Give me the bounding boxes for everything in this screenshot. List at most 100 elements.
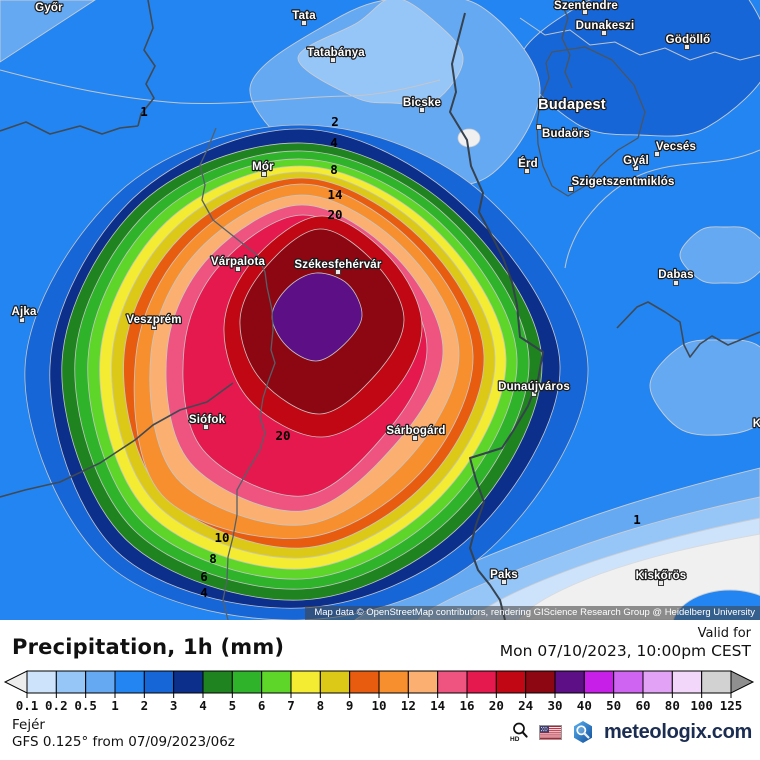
border-line xyxy=(616,301,760,358)
contour-label: 2 xyxy=(331,114,339,129)
scale-cell xyxy=(55,670,87,694)
scale-tick-label: 30 xyxy=(547,698,562,713)
border-line xyxy=(199,127,276,620)
city-marker xyxy=(419,107,425,113)
scale-arrow-left xyxy=(3,670,28,694)
admin-borders xyxy=(0,0,760,620)
city-label: Dunaújváros xyxy=(498,381,570,393)
hd-label: HD xyxy=(510,736,520,743)
scale-tick-label: 6 xyxy=(258,698,266,713)
city-marker xyxy=(203,424,209,430)
city-label: Siófok xyxy=(189,414,226,426)
page-title: Precipitation, 1h (mm) xyxy=(12,635,285,659)
border-line xyxy=(536,46,646,197)
branding-row: HD xyxy=(509,720,752,744)
scale-tick-label: 60 xyxy=(635,698,650,713)
scale-tick-label: 3 xyxy=(170,698,178,713)
scale-cell xyxy=(437,670,468,694)
city-marker xyxy=(658,580,664,586)
scale-cell xyxy=(143,670,175,694)
color-scale: 0.1 0.2 0.5 1 2 3 4 5 6 7 8 9 10 12 14 16 20 24 30 40 50 60 80… xyxy=(3,670,755,713)
city-labels: Győr Tata Tatabánya Szentendre Dunakeszi Gödö… xyxy=(10,0,760,586)
city-label: Sárbogárd xyxy=(386,425,445,437)
city-label: Ajka xyxy=(11,306,36,318)
contour-label: 1 xyxy=(633,512,641,527)
contour-label: 14 xyxy=(327,187,342,202)
city-marker xyxy=(654,151,660,157)
city-label: Mór xyxy=(252,161,274,173)
city-label: Veszprém xyxy=(126,314,181,326)
scale-tick-label: 125 xyxy=(720,698,743,713)
city-label: Gödöllő xyxy=(666,34,711,46)
model-run-label: GFS 0.125° from 07/09/2023/06z xyxy=(12,734,235,750)
scale-cell xyxy=(642,670,673,694)
scale-cell xyxy=(290,670,321,694)
contour-label: 4 xyxy=(200,585,208,600)
scale-cell xyxy=(554,670,585,694)
scale-tick-label: 50 xyxy=(606,698,621,713)
us-flag-icon xyxy=(538,724,562,740)
scale-tick-label: 2 xyxy=(141,698,149,713)
city-marker xyxy=(501,579,507,585)
legend-panel: Precipitation, 1h (mm) Valid for Mon 07/… xyxy=(0,620,760,760)
city-marker xyxy=(235,266,241,272)
city-label: Vecsés xyxy=(656,141,696,153)
scale-tick-label: 14 xyxy=(430,698,445,713)
city-label: K xyxy=(753,418,760,430)
scale-tick-label: 100 xyxy=(690,698,713,713)
city-label: Budapest xyxy=(538,97,606,113)
city-label: Győr xyxy=(35,2,63,14)
city-marker xyxy=(601,30,607,36)
scale-cell xyxy=(114,670,145,694)
city-marker xyxy=(261,171,267,177)
valid-time: Mon 07/10/2023, 10:00pm CEST xyxy=(499,642,751,660)
meteologix-wordmark: meteologix.com xyxy=(603,720,752,743)
border-line xyxy=(137,0,156,127)
scale-cell xyxy=(85,670,116,694)
scale-cell xyxy=(671,670,703,694)
city-marker xyxy=(330,57,336,63)
border-line xyxy=(0,382,234,498)
contour-label: 6 xyxy=(200,569,208,584)
city-label: Szentendre xyxy=(554,0,618,12)
scale-tick-label: 0.1 xyxy=(16,698,39,713)
scale-tick-label: 10 xyxy=(371,698,386,713)
scale-cell xyxy=(319,670,351,694)
scale-cell xyxy=(173,670,204,694)
scale-arrow-right xyxy=(730,670,755,694)
city-label: Dunakeszi xyxy=(576,20,635,32)
scale-tick-label: 8 xyxy=(317,698,325,713)
city-marker xyxy=(536,124,542,130)
scale-tick-label: 24 xyxy=(518,698,533,713)
city-label: Gyál xyxy=(623,155,649,167)
scale-tick-label: 4 xyxy=(199,698,207,713)
city-marker xyxy=(524,168,530,174)
city-marker xyxy=(531,391,537,397)
city-marker xyxy=(633,165,639,171)
city-marker xyxy=(412,435,418,441)
city-label: Várpalota xyxy=(211,256,266,268)
city-label: Dabas xyxy=(658,269,694,281)
weather-map[interactable]: Győr Tata Tatabánya Szentendre Dunakeszi Gödö… xyxy=(0,0,760,620)
city-marker xyxy=(151,324,157,330)
scale-cell xyxy=(613,670,644,694)
valid-time-block: Valid for Mon 07/10/2023, 10:00pm CEST xyxy=(500,626,751,660)
scale-cell xyxy=(466,670,497,694)
city-label: Kiskőrös xyxy=(636,570,687,582)
contour-label: 4 xyxy=(330,135,338,150)
scale-cell xyxy=(378,670,409,694)
valid-for-label: Valid for xyxy=(697,626,751,641)
scale-cell xyxy=(701,670,732,694)
scale-tick-label: 12 xyxy=(401,698,416,713)
scale-cell xyxy=(525,670,556,694)
region-label: Fejér xyxy=(12,717,45,733)
city-marker xyxy=(335,269,341,275)
border-line xyxy=(449,12,544,620)
scale-cell xyxy=(231,670,263,694)
scale-tick-label: 0.2 xyxy=(45,698,68,713)
city-label: Érd xyxy=(518,157,538,170)
contour-label: 8 xyxy=(209,551,217,566)
precipitation-bands xyxy=(0,0,760,620)
scale-cell xyxy=(261,670,292,694)
